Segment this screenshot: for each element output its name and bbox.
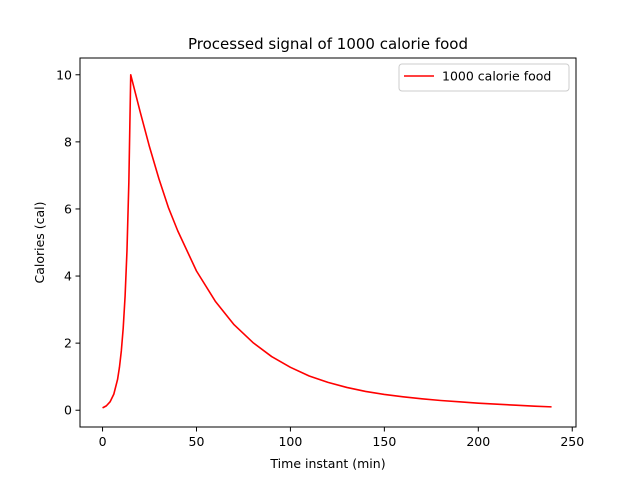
x-tick-label: 0 (99, 434, 107, 449)
x-axis-ticks: 0 50 100 150 200 250 (99, 427, 584, 449)
y-axis-label: Calories (cal) (32, 201, 47, 283)
y-tick-label: 8 (64, 134, 72, 149)
x-tick-label: 200 (466, 434, 490, 449)
axes-frame (79, 57, 577, 428)
series-line-0 (102, 73, 552, 409)
legend-box (398, 63, 570, 92)
y-tick-label: 0 (64, 403, 72, 418)
plot-area (102, 73, 552, 409)
x-tick-label: 50 (189, 434, 205, 449)
y-tick-label: 4 (64, 269, 72, 284)
x-tick-label: 150 (372, 434, 396, 449)
y-tick-label: 2 (64, 336, 72, 351)
chart-title: Processed signal of 1000 calorie food (188, 35, 468, 53)
legend-entry-label: 1000 calorie food (442, 69, 551, 84)
legend: 1000 calorie food (398, 63, 570, 92)
y-tick-label: 6 (64, 201, 72, 216)
x-tick-label: 100 (278, 434, 302, 449)
x-tick-label: 250 (560, 434, 584, 449)
x-axis-label: Time instant (min) (269, 456, 385, 471)
y-tick-label: 10 (56, 67, 72, 82)
y-axis-ticks: 0 2 4 6 8 10 (56, 67, 80, 418)
